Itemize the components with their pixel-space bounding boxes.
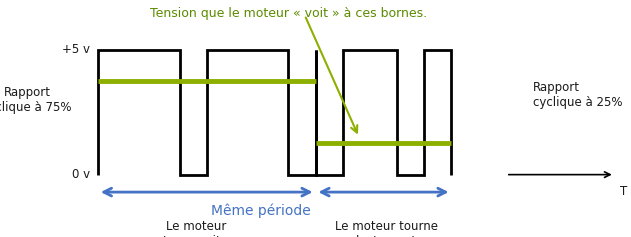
Text: Rapport
cyclique à 75%: Rapport cyclique à 75% (0, 86, 72, 114)
Text: 0 v: 0 v (72, 168, 90, 181)
Text: +5 v: +5 v (62, 43, 90, 56)
Text: Même période: Même période (211, 203, 311, 218)
Text: Tension que le moteur « voit » à ces bornes.: Tension que le moteur « voit » à ces bor… (150, 8, 427, 20)
Text: Le moteur tourne
lentement: Le moteur tourne lentement (334, 219, 438, 237)
Text: Rapport
cyclique à 25%: Rapport cyclique à 25% (533, 81, 623, 109)
Text: T (s): T (s) (620, 185, 631, 198)
Text: Le moteur
tourne vite: Le moteur tourne vite (163, 219, 228, 237)
